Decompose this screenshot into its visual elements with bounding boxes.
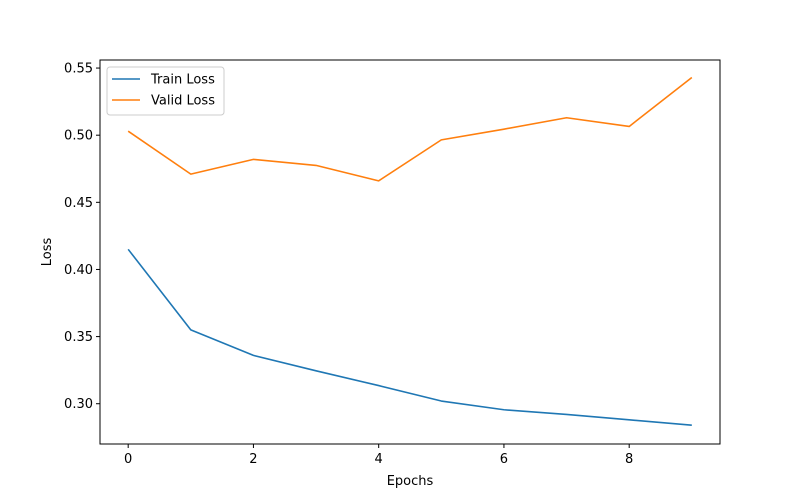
series-layer [127, 76, 693, 426]
x-axis-label: Epochs [387, 474, 434, 489]
y-tick-label: 0.30 [64, 397, 93, 412]
x-tick-label: 6 [500, 452, 508, 467]
x-axis-ticks: 0 2 4 6 8 [124, 444, 633, 467]
legend: Train Loss Valid Loss [106, 66, 225, 116]
y-tick-label: 0.50 [64, 129, 93, 144]
legend-label-valid-loss: Valid Loss [151, 94, 215, 109]
y-tick-label: 0.35 [64, 330, 93, 345]
series-line-valid-loss [127, 76, 693, 182]
y-tick-label: 0.45 [64, 196, 93, 211]
plot-area: 0 2 4 6 8 0.30 0.35 0.40 0.45 0.50 0.55 [64, 59, 721, 467]
y-axis-ticks: 0.30 0.35 0.40 0.45 0.50 0.55 [64, 62, 100, 412]
x-tick-label: 8 [625, 452, 633, 467]
x-tick-label: 4 [375, 452, 383, 467]
y-axis-label: Loss [40, 238, 55, 267]
legend-label-train-loss: Train Loss [150, 73, 215, 88]
x-tick-label: 0 [124, 452, 132, 467]
x-tick-label: 2 [249, 452, 257, 467]
y-tick-label: 0.40 [64, 263, 93, 278]
plot-frame [99, 59, 721, 445]
y-tick-label: 0.55 [64, 62, 93, 77]
series-line-train-loss [127, 248, 692, 426]
